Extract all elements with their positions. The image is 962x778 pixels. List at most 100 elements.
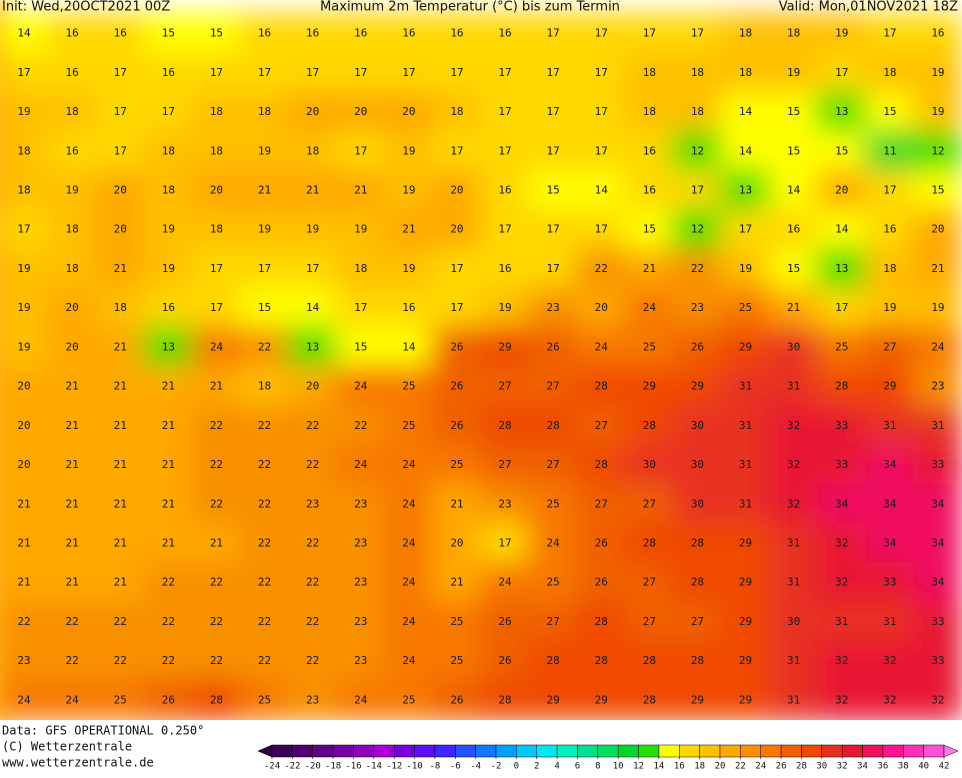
temperature-label: 21	[162, 458, 175, 471]
colorbar-label: 34	[857, 762, 868, 772]
temperature-label: 20	[114, 223, 127, 236]
field-cell	[95, 522, 146, 565]
temperature-label: 34	[931, 537, 945, 550]
temperature-label: 16	[66, 66, 79, 79]
field-cell	[576, 444, 627, 486]
field-cell	[335, 522, 386, 565]
field-cell	[0, 248, 50, 290]
field-cell	[431, 130, 482, 172]
field-cell	[383, 13, 434, 55]
field-cell	[864, 601, 915, 643]
field-cell	[0, 679, 50, 720]
temperature-label: 29	[739, 615, 752, 628]
colorbar-label: -14	[366, 762, 382, 772]
temperature-label: 17	[17, 66, 30, 79]
temperature-label: 17	[595, 66, 608, 79]
temperature-label: 32	[787, 497, 800, 510]
field-cell	[335, 326, 386, 368]
field-cell	[768, 91, 819, 133]
temperature-label: 28	[643, 654, 656, 667]
temperature-label: 19	[162, 223, 175, 236]
temperature-label: 21	[210, 537, 223, 550]
field-cell	[239, 52, 290, 94]
field-cell	[287, 601, 338, 643]
temperature-label: 20	[17, 419, 30, 432]
field-cell	[816, 562, 867, 604]
map-title: Maximum 2m Temperatur (°C) bis zum Termi…	[320, 0, 620, 15]
temperature-label: 22	[114, 654, 127, 667]
temperature-label: 29	[547, 693, 560, 706]
temperature-label: 17	[498, 66, 511, 79]
temperature-label: 17	[354, 66, 367, 79]
colorbar-segment	[597, 744, 619, 758]
field-cell	[431, 287, 482, 329]
field-cell	[0, 522, 50, 565]
field-cell	[672, 326, 723, 368]
field-cell	[0, 52, 50, 94]
temperature-label: 19	[17, 340, 30, 353]
temperature-label: 17	[595, 144, 608, 157]
temperature-label: 25	[739, 301, 752, 314]
temperature-label: 22	[66, 615, 79, 628]
temperature-label: 15	[547, 184, 560, 197]
temperature-label: 16	[931, 27, 944, 40]
colorbar-segment	[577, 744, 599, 758]
temperature-label: 17	[114, 144, 127, 157]
field-cell	[480, 640, 531, 682]
temperature-label: 17	[595, 223, 608, 236]
field-cell	[47, 366, 98, 408]
temperature-label: 16	[162, 66, 175, 79]
temperature-label: 34	[931, 497, 945, 510]
field-cell	[431, 248, 482, 290]
field-cell	[576, 13, 627, 55]
temperature-label: 25	[402, 419, 415, 432]
colorbar-label: -6	[450, 762, 461, 772]
temperature-label: 28	[498, 693, 511, 706]
temperature-label: 17	[354, 301, 367, 314]
temperature-label: 23	[498, 497, 511, 510]
temperature-label: 15	[258, 301, 271, 314]
field-cell	[768, 52, 819, 94]
temperature-label: 23	[17, 654, 30, 667]
temperature-label: 22	[17, 615, 30, 628]
temperature-label: 31	[787, 693, 800, 706]
temperature-label: 21	[114, 537, 127, 550]
temperature-label: 28	[691, 654, 704, 667]
colorbar-segment	[373, 744, 395, 758]
field-cell	[0, 130, 50, 172]
temperature-label: 21	[162, 380, 175, 393]
field-cell	[816, 169, 867, 212]
field-cell	[528, 679, 579, 720]
temperature-label: 21	[66, 537, 79, 550]
temperature-label: 22	[258, 537, 271, 550]
field-cell	[816, 91, 867, 133]
temperature-label: 31	[739, 380, 752, 393]
field-cell	[47, 326, 98, 368]
field-cell	[0, 169, 50, 212]
colorbar-label: 8	[595, 762, 600, 772]
field-cell	[816, 679, 867, 720]
temperature-label: 21	[931, 262, 944, 275]
temperature-label: 29	[691, 380, 704, 393]
temperature-label: 19	[402, 144, 415, 157]
field-cell	[95, 91, 146, 133]
temperature-label: 22	[210, 497, 223, 510]
temperature-label: 17	[739, 223, 752, 236]
field-cell	[335, 13, 386, 55]
field-cell	[47, 444, 98, 486]
field-cell	[335, 52, 386, 94]
field-cell	[95, 640, 146, 682]
field-cell	[864, 209, 915, 251]
temperature-label: 21	[114, 262, 127, 275]
temperature-label: 24	[354, 380, 368, 393]
temperature-label: 18	[354, 262, 367, 275]
temperature-label: 18	[66, 223, 79, 236]
field-cell	[720, 562, 771, 604]
temperature-label: 33	[931, 615, 944, 628]
temperature-label: 19	[402, 262, 415, 275]
field-cell	[912, 679, 962, 720]
field-cell	[239, 679, 290, 720]
temperature-label: 18	[739, 66, 752, 79]
field-cell	[624, 248, 675, 290]
